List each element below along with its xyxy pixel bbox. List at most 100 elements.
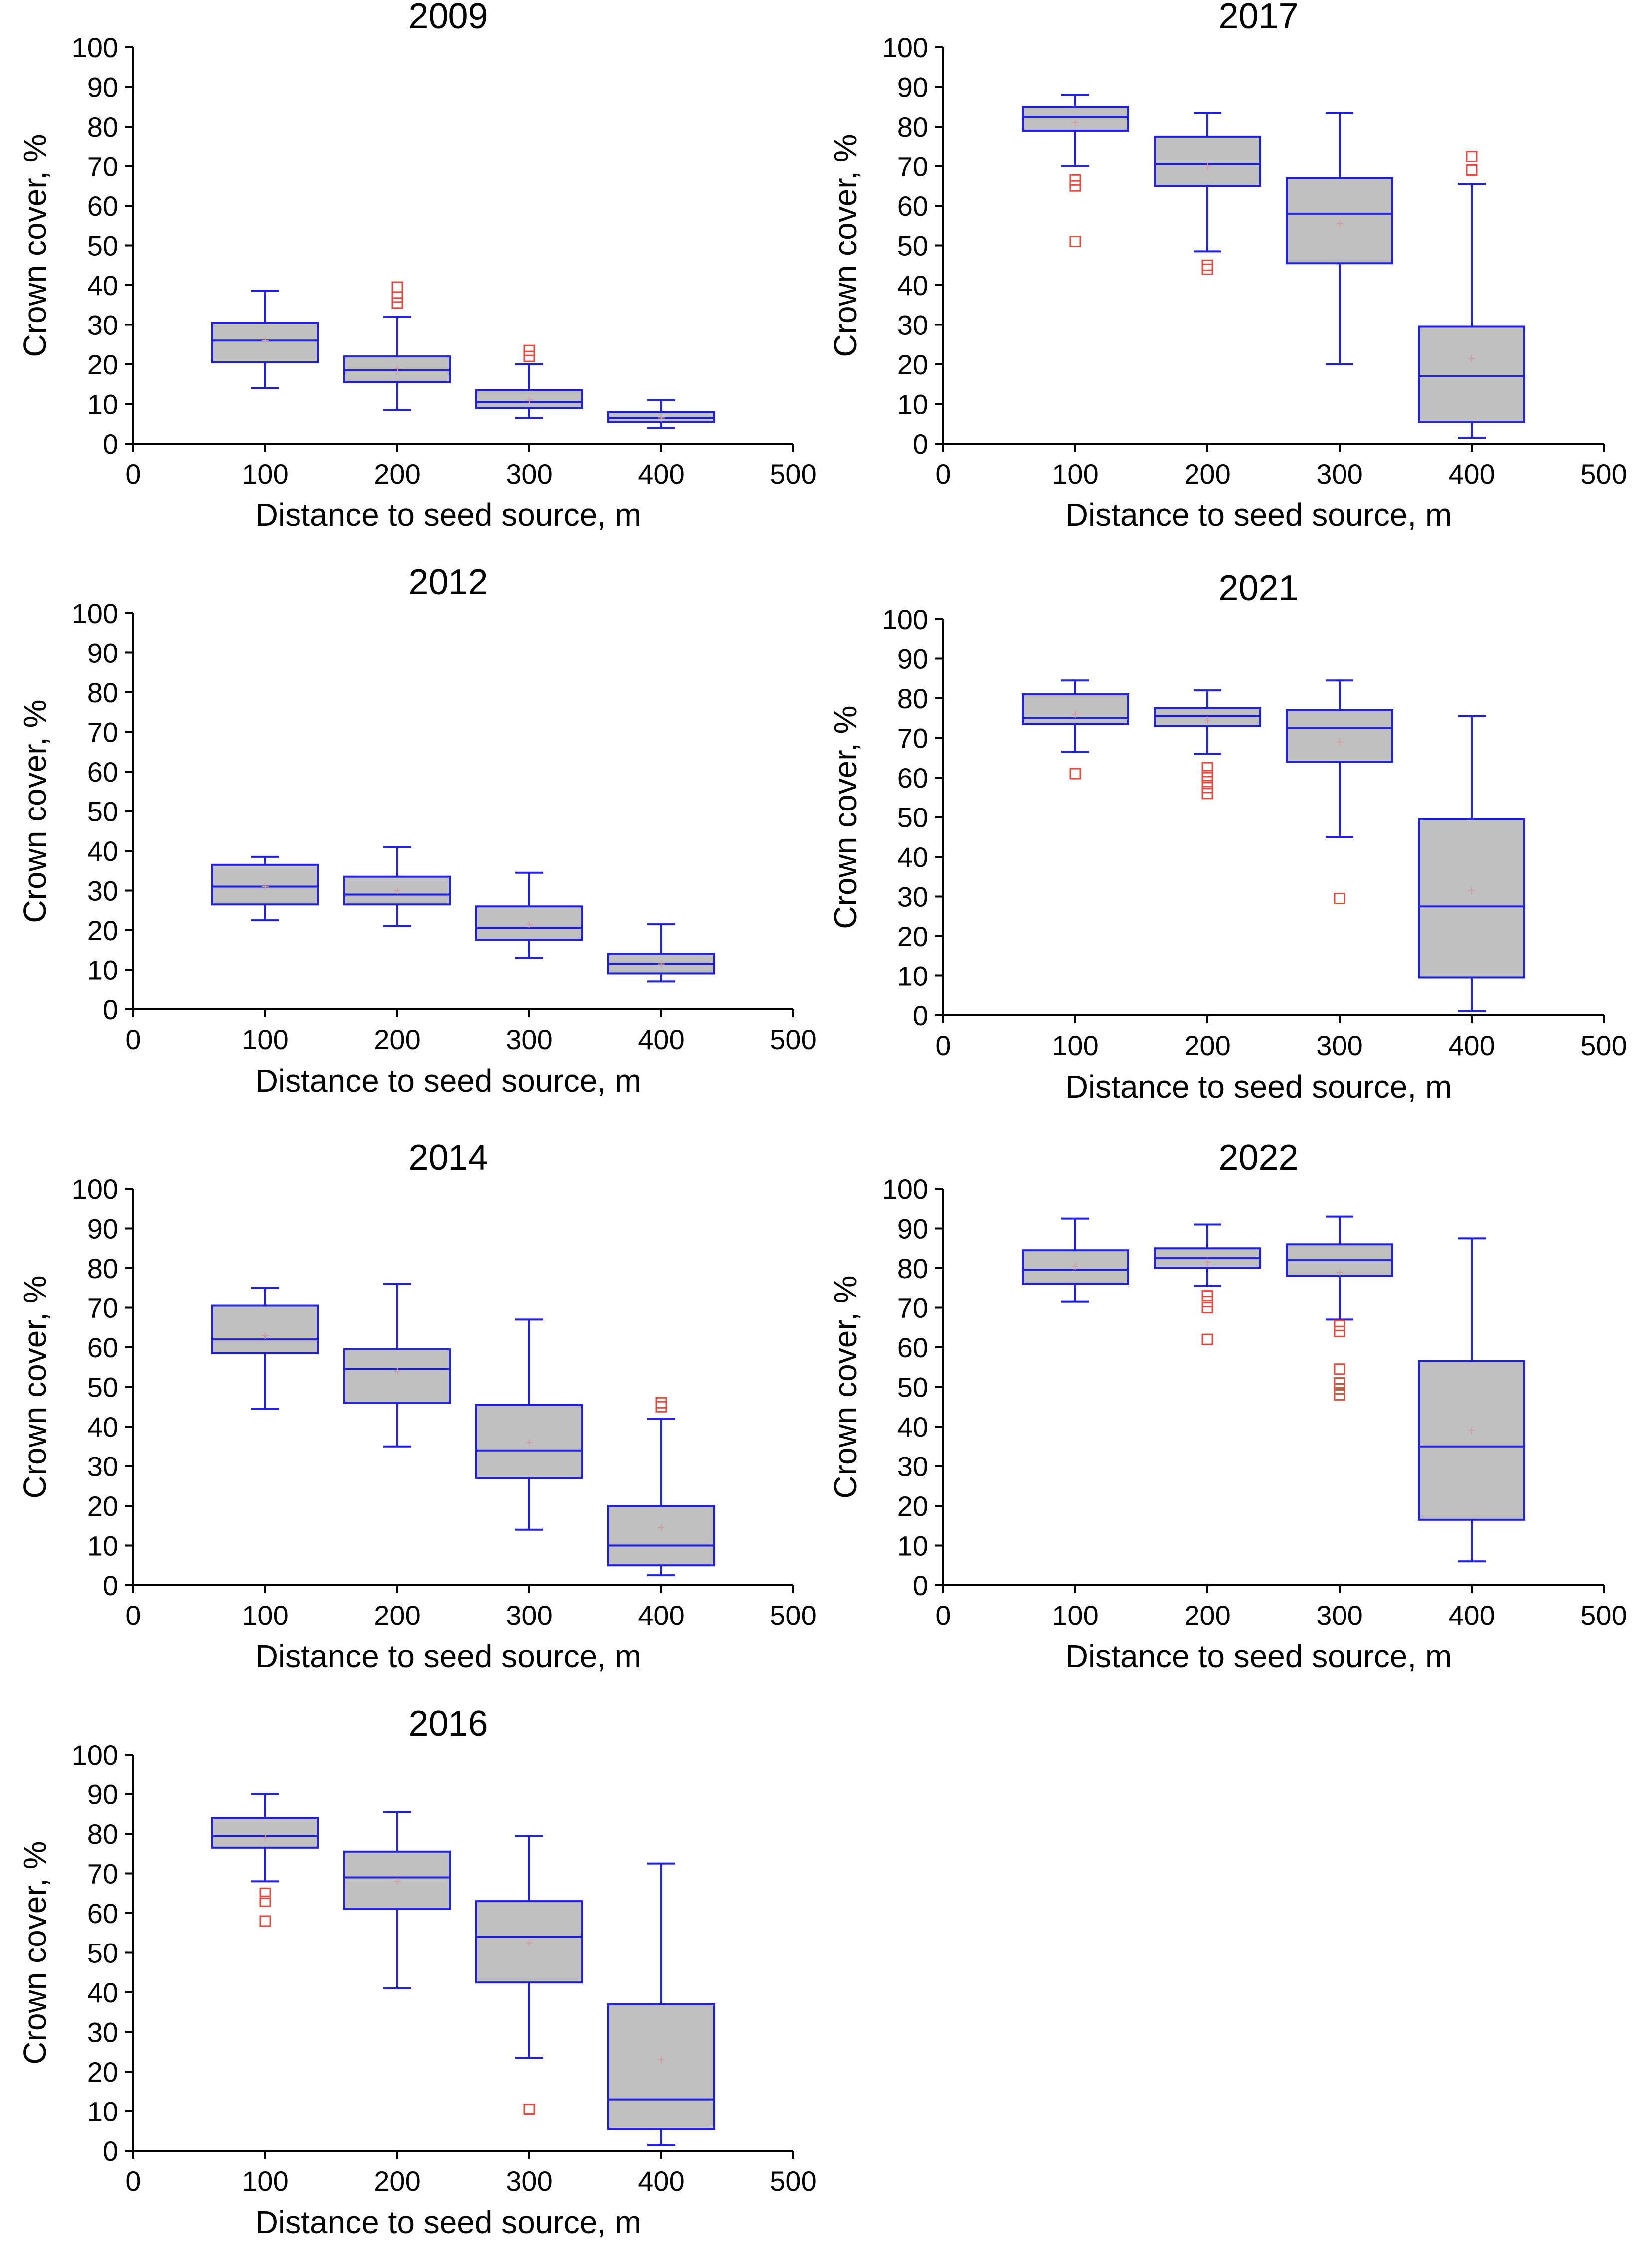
- y-tick-label: 20: [897, 349, 928, 380]
- outlier-point: [1201, 259, 1213, 271]
- x-tick-label: 500: [770, 1024, 816, 1055]
- y-tick-label: 70: [897, 723, 928, 754]
- chart-title: 2021: [1218, 568, 1298, 608]
- mean-marker: [1204, 1259, 1211, 1266]
- mean-marker: [526, 1939, 533, 1946]
- y-tick-label: 90: [87, 72, 118, 103]
- mean-marker: [1468, 1427, 1475, 1434]
- y-tick-label: 30: [897, 310, 928, 341]
- mean-marker: [658, 414, 665, 422]
- chart-title: 2017: [1218, 0, 1298, 36]
- iqr-box: [211, 863, 319, 906]
- y-tick-label: 70: [897, 1293, 928, 1324]
- box-200: [343, 846, 451, 928]
- y-tick-label: 70: [87, 717, 118, 748]
- panel-2022: 2022 0 10 20 30 40 50 60 70 80 90 100 0 100 200 300 400 5…: [827, 1138, 1627, 1674]
- y-tick-label: 40: [897, 1411, 928, 1443]
- outlier-point: [523, 2104, 535, 2115]
- box-100: [211, 1793, 319, 1927]
- mean-marker: [394, 364, 401, 372]
- outlier-point: [1201, 770, 1213, 782]
- outlier-point: [1201, 1296, 1213, 1308]
- y-axis-label: Crown cover, %: [17, 699, 53, 923]
- x-tick-label: 500: [1580, 1030, 1627, 1061]
- y-tick-label: 100: [72, 1739, 118, 1771]
- y-tick-label: 70: [87, 151, 118, 182]
- x-tick-label: 400: [638, 2165, 684, 2197]
- outlier-point: [259, 1915, 271, 1927]
- iqr-box: [607, 2003, 715, 2130]
- y-tick-label: 20: [87, 915, 118, 946]
- mean-marker: [1204, 716, 1211, 724]
- panel-2012: 2012 0 10 20 30 40 50 60 70 80 90 100 0 100 200 300 400 5…: [17, 562, 817, 1099]
- y-tick-label: 50: [897, 802, 928, 833]
- x-axis-label: Distance to seed source, m: [255, 497, 641, 533]
- y-tick-label: 30: [87, 310, 118, 341]
- box-300: [1286, 679, 1393, 904]
- y-tick-label: 40: [87, 270, 118, 301]
- y-tick-label: 70: [897, 151, 928, 182]
- y-tick-label: 80: [87, 1818, 118, 1850]
- iqr-box: [343, 875, 451, 906]
- iqr-box: [211, 1304, 319, 1354]
- box-100: [1022, 679, 1129, 780]
- iqr-box: [1418, 325, 1525, 423]
- box-200: [1154, 689, 1261, 800]
- outlier-point: [1201, 782, 1213, 794]
- box-300: [475, 1318, 583, 1531]
- x-axis-label: Distance to seed source, m: [255, 1638, 641, 1674]
- y-tick-label: 90: [87, 1779, 118, 1810]
- y-tick-label: 0: [913, 1570, 928, 1601]
- y-tick-label: 20: [897, 1490, 928, 1522]
- mean-marker: [1072, 1263, 1079, 1270]
- x-tick-label: 400: [638, 458, 684, 489]
- y-tick-label: 50: [87, 796, 118, 827]
- y-axis-label: Crown cover, %: [17, 1275, 53, 1498]
- y-tick-label: 40: [87, 1411, 118, 1443]
- outlier-point: [1334, 1389, 1345, 1401]
- y-tick-label: 0: [913, 428, 928, 460]
- iqr-box: [1286, 709, 1393, 763]
- panel-2021: 2021 0 10 20 30 40 50 60 70 80 90 100 0 100 200 300 400 5…: [827, 568, 1627, 1105]
- box-400: [607, 923, 715, 983]
- outlier-point: [259, 1887, 271, 1899]
- box-300: [1286, 112, 1393, 365]
- x-tick-label: 0: [125, 2165, 141, 2197]
- y-tick-label: 0: [103, 1570, 118, 1601]
- box-200: [1154, 112, 1261, 275]
- y-tick-label: 10: [897, 389, 928, 420]
- outlier-point: [1334, 1383, 1345, 1395]
- y-tick-label: 90: [897, 72, 928, 103]
- y-tick-label: 50: [897, 1372, 928, 1403]
- y-tick-label: 0: [103, 2135, 118, 2167]
- y-axis-label: Crown cover, %: [17, 1841, 53, 2064]
- mean-marker: [262, 883, 269, 890]
- mean-marker: [262, 337, 269, 344]
- y-tick-label: 10: [897, 961, 928, 992]
- x-tick-label: 300: [506, 1024, 552, 1055]
- x-tick-label: 200: [374, 1024, 420, 1055]
- mean-marker: [394, 887, 401, 894]
- x-tick-label: 0: [125, 1024, 141, 1055]
- mean-marker: [262, 1834, 269, 1841]
- iqr-box: [1418, 1360, 1525, 1521]
- y-tick-label: 100: [72, 1173, 118, 1205]
- y-tick-label: 80: [87, 111, 118, 143]
- y-tick-label: 100: [882, 1173, 928, 1205]
- box-300: [475, 871, 583, 959]
- y-tick-label: 60: [897, 190, 928, 222]
- box-400: [1418, 715, 1525, 1013]
- box-400: [607, 1397, 715, 1577]
- y-tick-label: 50: [87, 1372, 118, 1403]
- mean-marker: [262, 1332, 269, 1339]
- y-tick-label: 60: [897, 762, 928, 794]
- mean-marker: [1336, 738, 1343, 746]
- y-tick-label: 60: [87, 756, 118, 788]
- y-tick-label: 100: [72, 32, 118, 63]
- outlier-point: [1201, 762, 1213, 774]
- x-tick-label: 100: [1052, 1600, 1098, 1631]
- y-tick-label: 10: [897, 1530, 928, 1562]
- outlier-point: [391, 281, 403, 293]
- x-tick-label: 500: [1580, 1600, 1627, 1631]
